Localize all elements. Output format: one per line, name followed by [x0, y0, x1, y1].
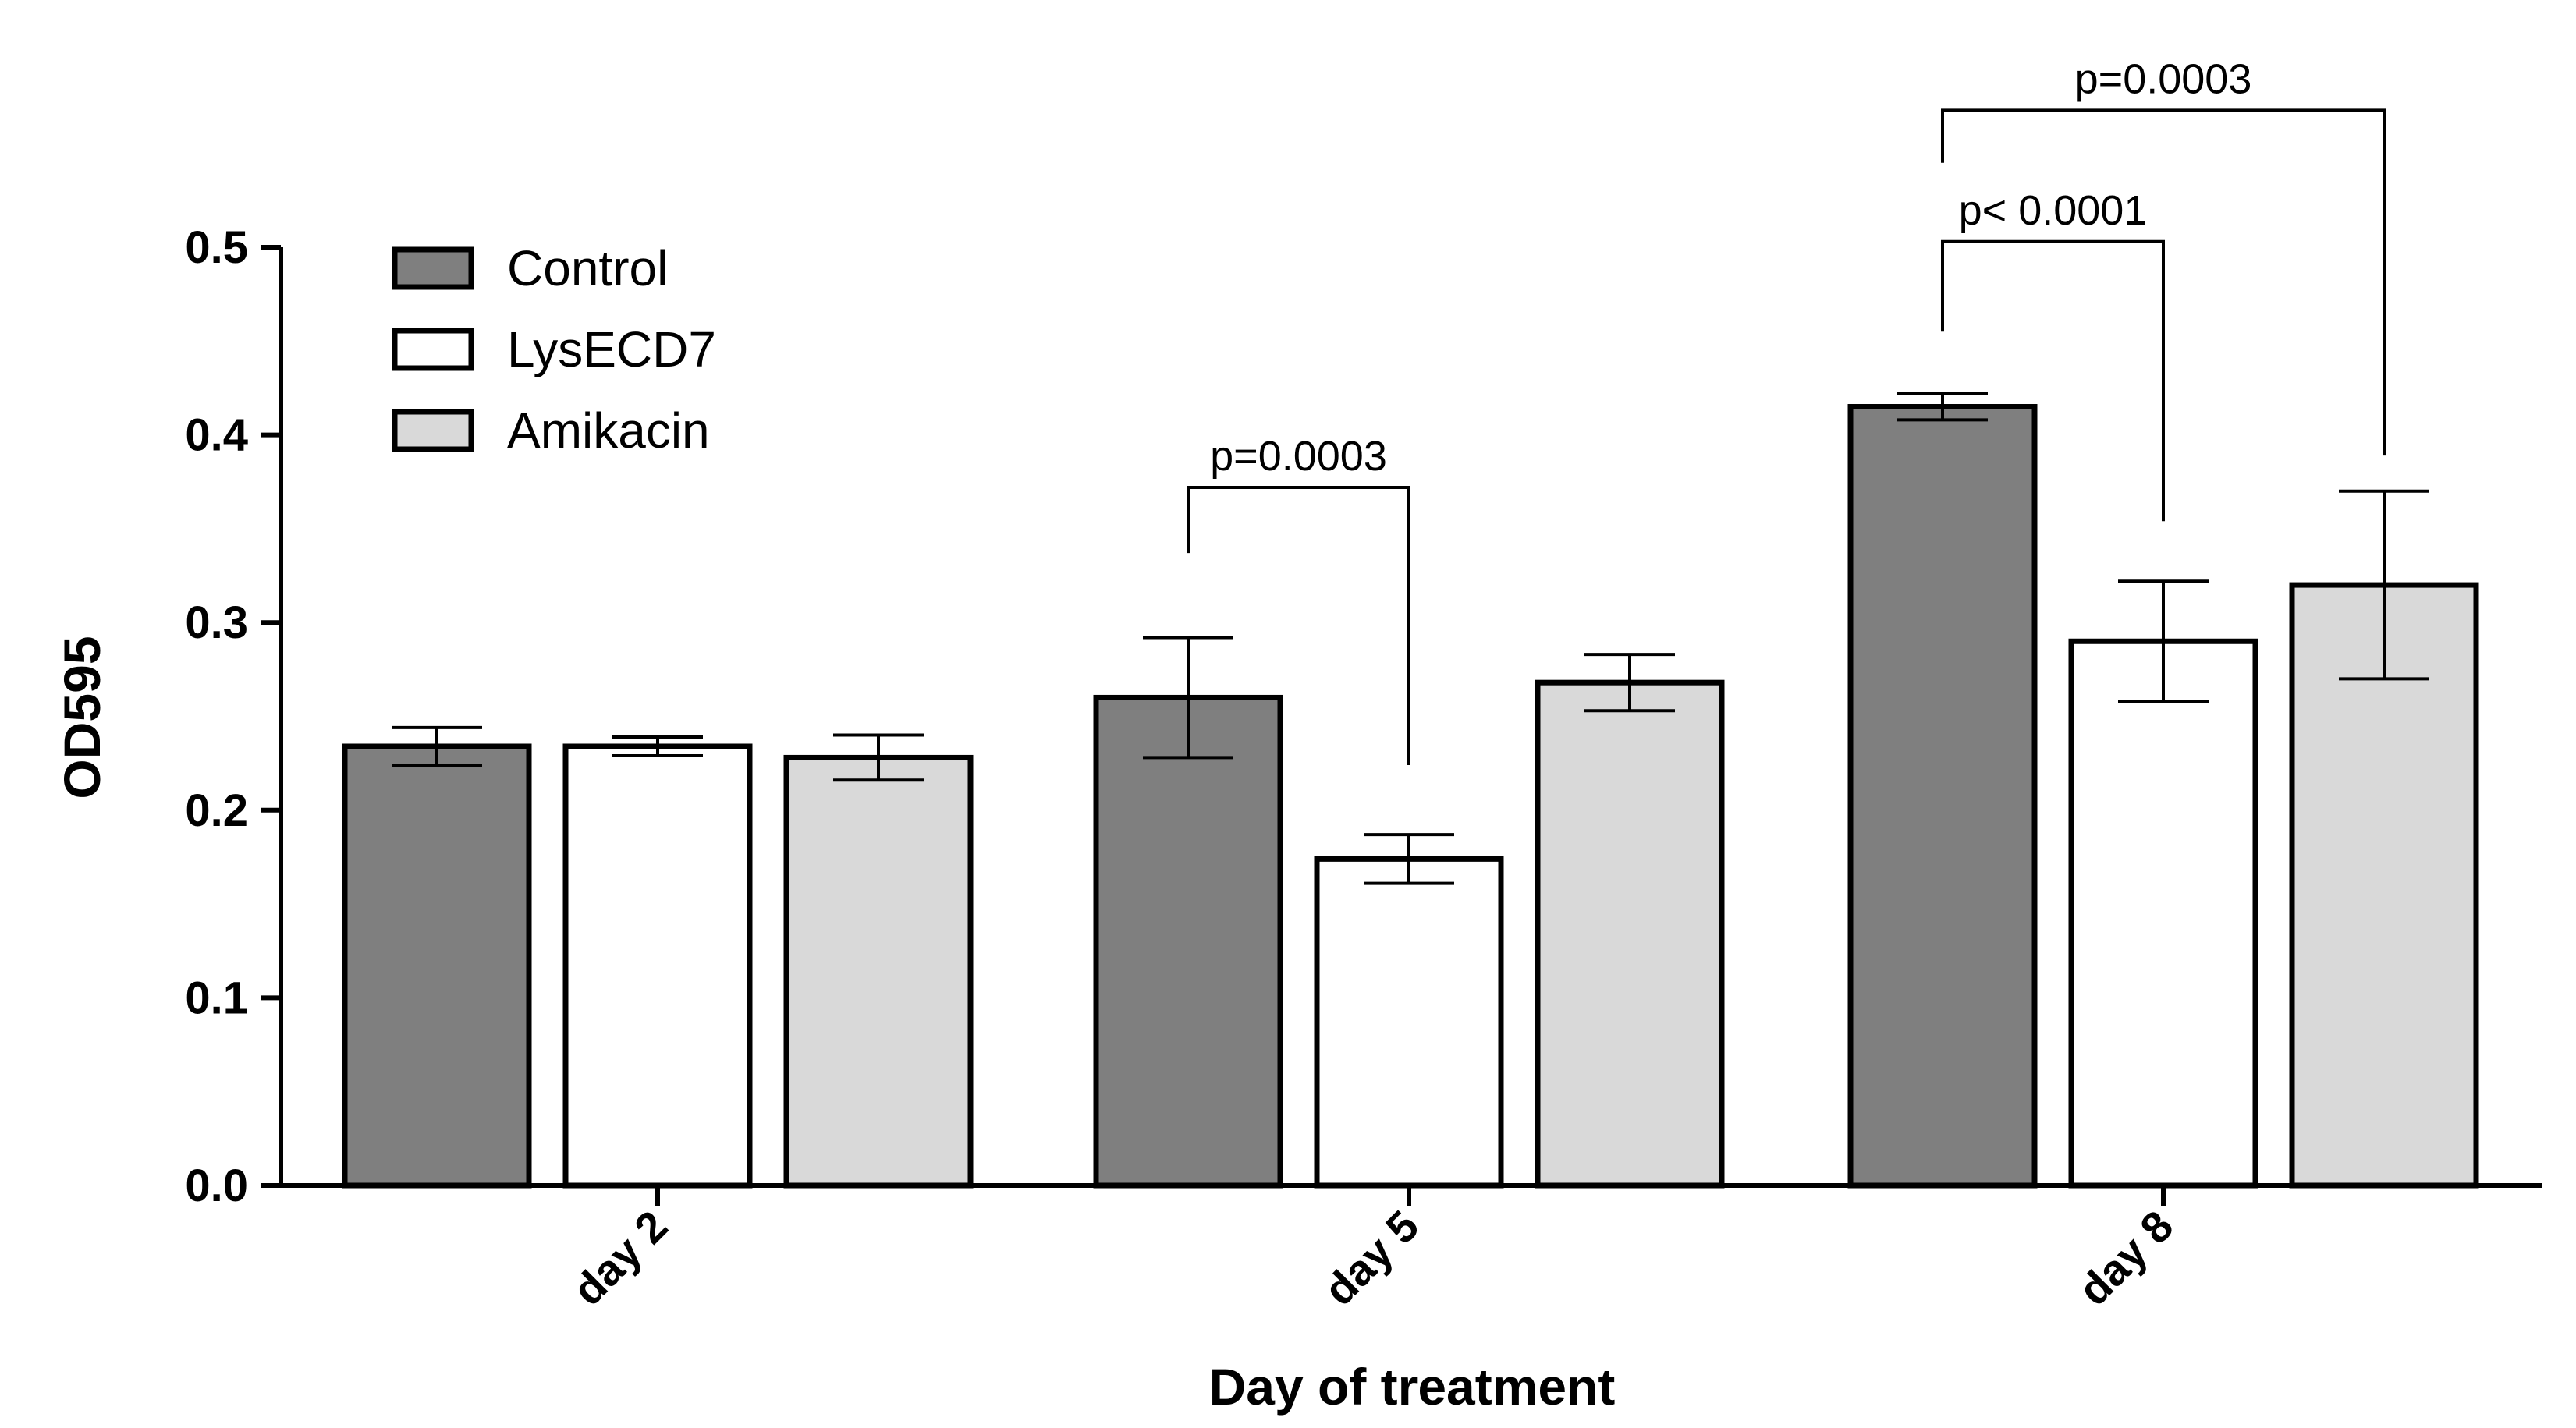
bar-amikacin-day5 [1535, 679, 1725, 1189]
bar-control-day8 [1847, 404, 2038, 1189]
bar-lysecd7-day5 [1314, 856, 1504, 1189]
legend-swatch-amikacin [392, 409, 474, 452]
bar-control-day5 [1093, 694, 1283, 1189]
bar-amikacin-day2 [783, 754, 974, 1189]
y-tick-label: 0.4 [185, 410, 248, 461]
x-category-label: day 2 [563, 1201, 677, 1315]
legend-label-lysecd7: LysECD7 [507, 321, 716, 377]
p-value-label: p< 0.0001 [1959, 187, 2148, 234]
significance-bracket-1 [1187, 485, 1410, 766]
x-category-label: day 5 [1315, 1201, 1428, 1315]
error-bars-layer [392, 392, 2429, 885]
legend-swatch-control [392, 246, 474, 290]
annotations-layer: p=0.0003 p< 0.0001 p=0.0003 [1187, 55, 2386, 766]
significance-bracket-3 [1941, 108, 2386, 456]
y-tick-label: 0.5 [185, 222, 248, 273]
y-tick-label: 0.0 [185, 1160, 248, 1211]
bar-lysecd7-day2 [562, 743, 753, 1189]
legend-label-amikacin: Amikacin [507, 402, 710, 459]
p-value-label: p=0.0003 [2075, 55, 2252, 102]
significance-bracket-2 [1941, 239, 2165, 522]
bar-control-day2 [342, 743, 532, 1189]
p-value-label: p=0.0003 [1210, 433, 1387, 480]
x-category-label: day 8 [2069, 1201, 2183, 1315]
bar-lysecd7-day8 [2068, 638, 2258, 1189]
y-axis-title: OD595 [53, 636, 111, 799]
legend: Control LysECD7 Amikacin [392, 240, 716, 459]
legend-swatch-lysecd7 [392, 328, 474, 371]
y-tick-label: 0.3 [185, 597, 248, 648]
y-tick-label: 0.1 [185, 973, 248, 1023]
x-axis-title: Day of treatment [1209, 1358, 1616, 1416]
legend-label-control: Control [507, 240, 668, 296]
y-tick-label: 0.2 [185, 785, 248, 836]
